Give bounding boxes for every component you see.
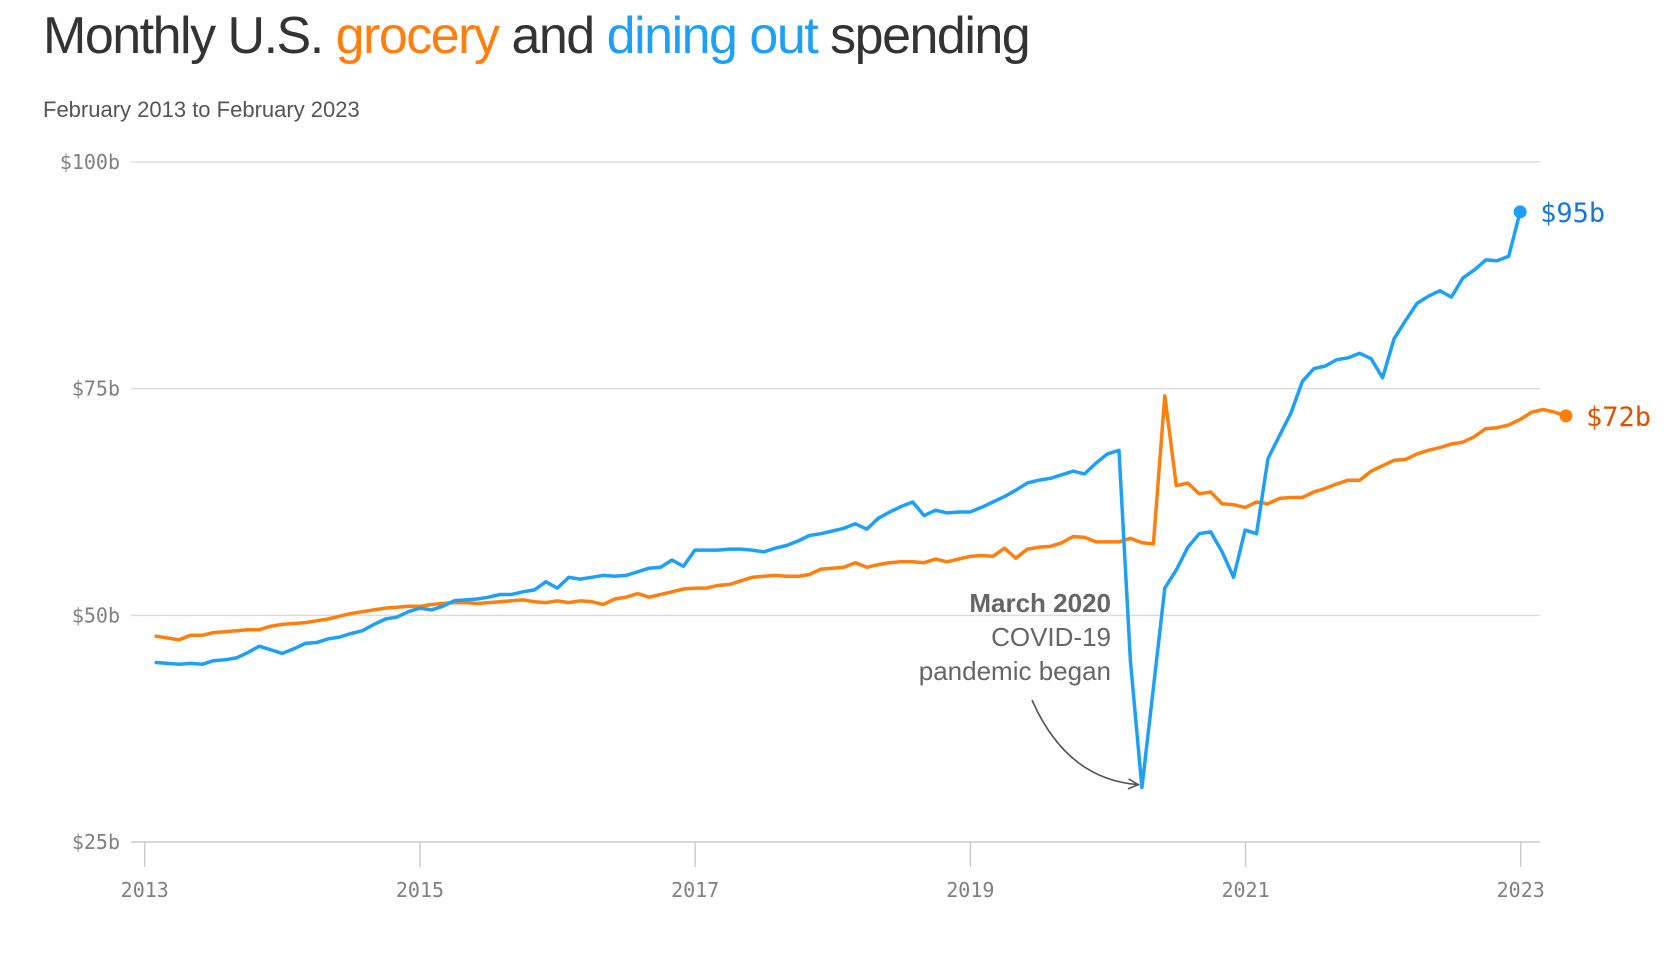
end-labels: $72b $95b bbox=[1513, 198, 1651, 433]
title-grocery: grocery bbox=[335, 7, 500, 65]
x-tick-label: 2019 bbox=[946, 878, 994, 902]
end-marker-grocery bbox=[1559, 409, 1573, 423]
y-tick-label: $100b bbox=[60, 150, 120, 174]
title-middle: and bbox=[498, 7, 607, 65]
series-line-grocery bbox=[154, 394, 1568, 642]
annotation-line-2: COVID-19 bbox=[991, 622, 1111, 652]
end-label-grocery: $72b bbox=[1586, 402, 1651, 433]
title-suffix: spending bbox=[817, 7, 1031, 65]
annotation-arrow bbox=[1031, 699, 1141, 790]
y-axis: $25b $50b $75b $100b bbox=[60, 150, 120, 854]
x-axis: 2013 2015 2017 2019 2021 2023 bbox=[121, 842, 1545, 902]
chart-title: Monthly U.S. grocery and dining out spen… bbox=[43, 6, 1031, 66]
x-tick-label: 2017 bbox=[671, 878, 719, 902]
end-label-dining-out: $95b bbox=[1540, 198, 1605, 229]
series-lines bbox=[154, 210, 1568, 790]
y-tick-label: $25b bbox=[72, 830, 120, 854]
annotation-date: March 2020 bbox=[969, 588, 1111, 618]
x-tick-label: 2023 bbox=[1497, 878, 1545, 902]
title-prefix: Monthly U.S. bbox=[43, 7, 336, 65]
series-line-dining-out bbox=[154, 210, 1522, 790]
title-dining: dining out bbox=[606, 7, 819, 65]
annotation-line-3: pandemic began bbox=[919, 656, 1111, 686]
x-tick-label: 2015 bbox=[396, 878, 444, 902]
y-tick-label: $50b bbox=[72, 603, 120, 627]
x-tick-label: 2021 bbox=[1221, 878, 1269, 902]
x-tick-label: 2013 bbox=[121, 878, 169, 902]
gridlines bbox=[131, 161, 1540, 843]
chart-subtitle: February 2013 to February 2023 bbox=[43, 97, 360, 122]
y-tick-label: $75b bbox=[72, 377, 120, 401]
end-marker-dining-out bbox=[1513, 205, 1527, 219]
annotation: March 2020 COVID-19 pandemic began bbox=[919, 588, 1141, 790]
